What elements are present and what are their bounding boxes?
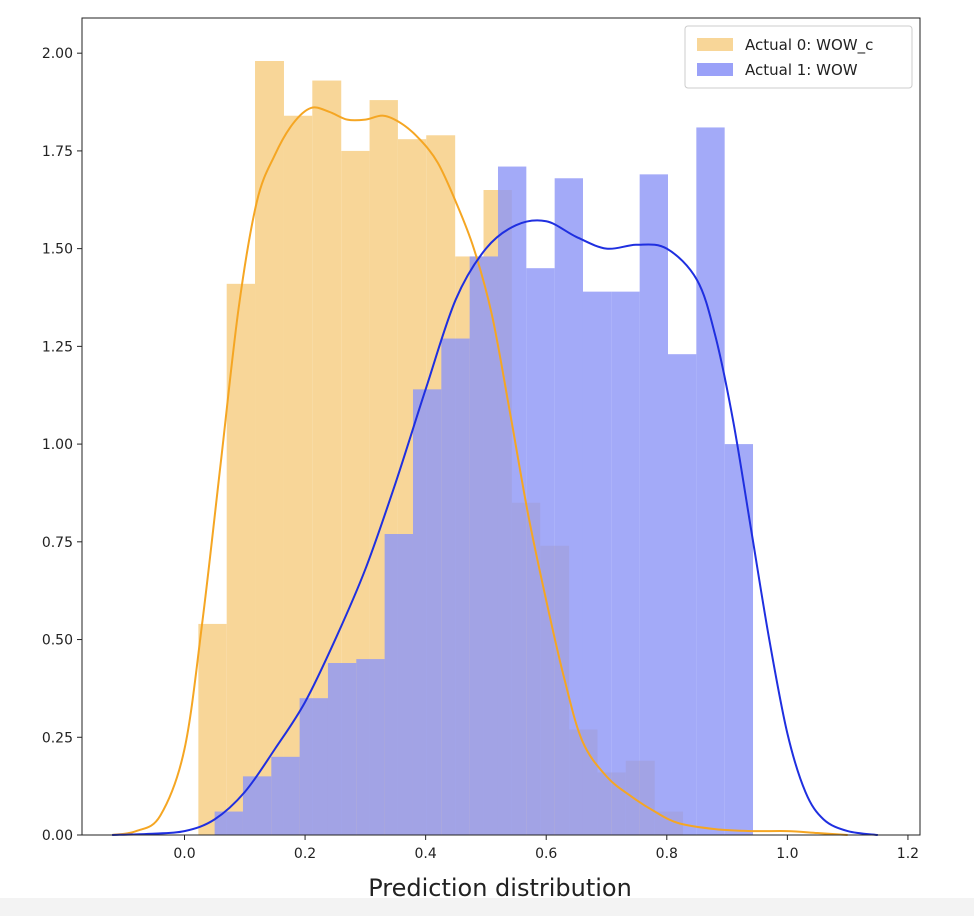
y-tick-label: 1.75 — [42, 144, 73, 160]
legend-swatch — [697, 63, 733, 76]
y-tick-label: 0.00 — [42, 828, 73, 844]
y-axis: 0.00 0.25 0.50 0.75 1.00 1.25 1.50 1.75 2.00 — [42, 46, 82, 844]
series-1-bars — [214, 127, 754, 836]
x-tick-label: 0.2 — [294, 846, 316, 862]
legend-label: Actual 0: WOW_c — [745, 36, 873, 55]
legend: Actual 0: WOW_c Actual 1: WOW — [684, 25, 913, 89]
histogram-bar — [611, 291, 640, 835]
histogram-bar — [198, 623, 227, 835]
axes-frame — [81, 17, 921, 836]
legend-swatch — [697, 38, 733, 51]
histogram-bar — [242, 776, 272, 835]
kde-curve-0 — [111, 106, 848, 836]
x-tick-label: 0.8 — [656, 846, 678, 862]
y-tick-label: 0.50 — [42, 633, 73, 649]
y-tick-label: 1.00 — [42, 437, 73, 453]
x-tick-label: 1.0 — [776, 846, 798, 862]
histogram-bar — [441, 338, 470, 835]
kde-layer — [111, 106, 878, 836]
y-tick-label: 1.25 — [42, 339, 73, 355]
histogram-bar — [668, 354, 697, 835]
histogram-bar — [384, 534, 413, 835]
x-axis: 0.0 0.2 0.4 0.6 0.8 1.0 1.2 — [173, 835, 919, 862]
y-tick-label: 1.50 — [42, 242, 73, 258]
histogram-bar — [497, 166, 527, 836]
histogram-bar — [356, 659, 385, 835]
bottom-strip — [0, 898, 974, 916]
histogram-bar — [724, 444, 754, 835]
y-tick-label: 0.75 — [42, 535, 73, 551]
histogram-bar — [554, 178, 583, 835]
x-tick-label: 0.0 — [173, 846, 195, 862]
histogram-bar — [639, 174, 668, 836]
kde-curve-1 — [112, 219, 878, 836]
y-tick-label: 0.25 — [42, 730, 73, 746]
histogram-bar — [214, 811, 243, 835]
x-tick-label: 0.4 — [415, 846, 437, 862]
legend-label: Actual 1: WOW — [745, 61, 858, 79]
x-tick-label: 0.6 — [535, 846, 557, 862]
histogram-bar — [255, 61, 284, 835]
histogram-bar — [582, 291, 612, 835]
histogram-bar — [526, 268, 555, 835]
histogram-bar — [469, 256, 498, 835]
bars-layer — [198, 61, 754, 836]
histogram-bar — [696, 127, 725, 835]
legend-box — [684, 25, 913, 89]
x-tick-label: 1.2 — [897, 846, 919, 862]
y-tick-label: 2.00 — [42, 46, 73, 62]
histogram-bar — [327, 663, 357, 835]
histogram-bar — [412, 389, 442, 835]
histogram-bar — [299, 698, 328, 835]
histogram-bar — [271, 756, 300, 835]
x-axis-label: Prediction distribution — [368, 874, 632, 902]
